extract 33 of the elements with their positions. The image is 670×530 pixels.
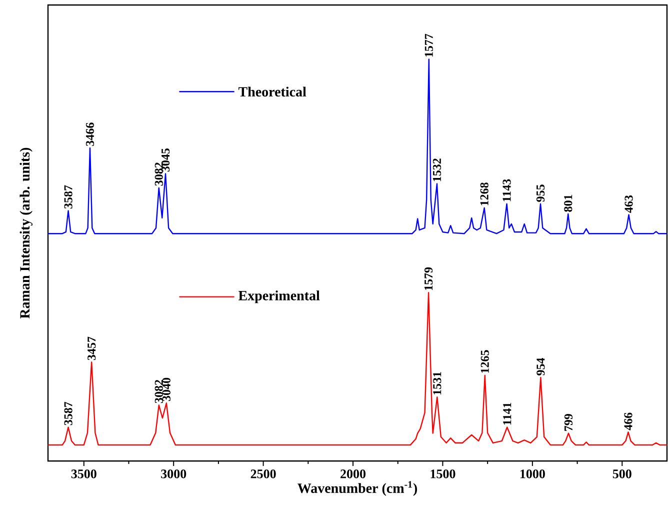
annotation: 1531 <box>433 372 442 394</box>
annotation: 463 <box>624 195 633 213</box>
annotation: 466 <box>624 412 632 430</box>
annotation: 1579 <box>424 267 433 290</box>
annotation: 3040 <box>162 378 170 401</box>
annotation: 1532 <box>432 158 441 182</box>
annotation: 1577 <box>424 34 433 57</box>
annotation: 3466 <box>86 122 94 146</box>
x-tick-label: 2500 <box>250 470 276 478</box>
legend-label: Experimental <box>238 290 320 304</box>
x-tick-label: 1500 <box>430 470 456 478</box>
legend-label: Theoretical <box>238 86 306 97</box>
x-tick-label: 1000 <box>520 470 545 478</box>
annotation: 3045 <box>161 148 170 172</box>
annotation: 799 <box>564 414 573 431</box>
annotation: 3457 <box>88 336 96 360</box>
x-tick-label: 3000 <box>161 470 186 478</box>
x-tick-label: 3500 <box>71 470 96 478</box>
annotation: 1143 <box>502 179 511 202</box>
annotation: 3587 <box>64 402 72 426</box>
annotation: 954 <box>536 358 545 376</box>
annotation: 801 <box>564 194 572 212</box>
x-tick-label: 500 <box>612 470 632 478</box>
annotation: 3082 <box>154 380 163 403</box>
x-axis-title: Wavenumber (cm$^{-1}$) <box>298 481 418 496</box>
y-axis-title: Raman Intensity (arb. units) <box>20 148 32 319</box>
annotation: 1265 <box>480 350 489 373</box>
annotation: 1141 <box>503 402 512 425</box>
annotation: 955 <box>536 184 545 202</box>
annotation: 1268 <box>480 182 488 206</box>
annotation: 3587 <box>64 185 72 209</box>
x-tick-label: 2000 <box>340 470 366 478</box>
annotation: 3082 <box>154 162 163 186</box>
